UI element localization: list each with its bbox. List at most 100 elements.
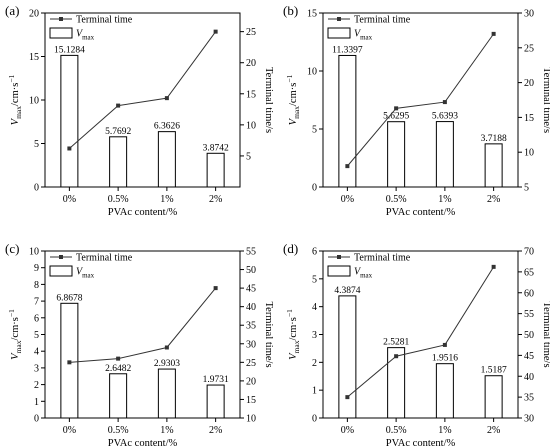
x-tick-label: 0.5% — [108, 425, 129, 436]
terminal-time-point — [116, 356, 121, 361]
left-tick-label: 5 — [312, 125, 317, 136]
right-y-axis-title: Terminal time/s — [541, 67, 550, 133]
bar-value-label: 6.3626 — [154, 122, 180, 132]
bar-vmax — [484, 375, 503, 419]
legend-line-marker — [337, 255, 341, 259]
x-axis-title: PVAc content/% — [386, 438, 456, 446]
bar-vmax — [109, 136, 128, 188]
right-tick-label: 40 — [246, 302, 256, 313]
legend-bar-swatch — [49, 265, 73, 277]
left-tick-label: 0 — [312, 414, 317, 425]
right-tick-label: 20 — [524, 78, 534, 89]
legend-bar-label: Vmax — [354, 267, 373, 280]
right-tick-label: 50 — [246, 265, 256, 276]
right-y-axis-title: Terminal time/s — [541, 301, 550, 367]
x-tick-label: 0% — [63, 425, 76, 436]
x-tick-label: 1% — [160, 425, 173, 436]
terminal-time-point — [164, 96, 169, 101]
left-tick-label: 10 — [29, 96, 39, 107]
bar-value-label: 5.6393 — [432, 112, 458, 122]
legend-bar-label: Vmax — [76, 267, 95, 280]
left-tick-label: 6 — [34, 313, 39, 324]
bar-value-label: 2.6482 — [105, 364, 131, 374]
terminal-time-point — [345, 164, 350, 169]
right-tick-label: 10 — [246, 120, 256, 131]
terminal-time-point — [164, 345, 169, 350]
left-y-axis-title: Vmax/cm·s−1 — [7, 309, 23, 360]
right-tick-label: 55 — [524, 309, 534, 320]
left-tick-label: 20 — [29, 9, 39, 20]
terminal-time-line — [69, 287, 217, 363]
x-axis-title: PVAc content/% — [108, 207, 178, 218]
left-tick-label: 6 — [312, 247, 317, 258]
bar-vmax — [109, 373, 128, 419]
terminal-time-point — [213, 286, 218, 291]
bar-value-label: 2.5281 — [383, 338, 409, 348]
bar-vmax — [157, 368, 176, 419]
bar-vmax — [484, 143, 503, 188]
right-tick-label: 10 — [524, 148, 534, 159]
right-tick-label: 70 — [524, 247, 534, 258]
right-tick-label: 20 — [246, 376, 256, 387]
x-tick-label: 0% — [341, 194, 354, 205]
terminal-time-point — [491, 31, 496, 36]
legend-bar-label: Vmax — [354, 29, 373, 42]
bar-vmax — [338, 295, 357, 419]
panel-label: (d) — [283, 241, 298, 256]
bar-vmax — [387, 347, 406, 419]
chart-panel-2: 0 5 10 15 5 10 15 20 25 30 0% 0.5% 1% 2% 11.3397 5.6295… — [283, 3, 550, 218]
right-tick-label: 15 — [524, 113, 534, 124]
terminal-time-line — [69, 31, 217, 149]
terminal-time-line — [346, 33, 495, 167]
bar-value-label: 2.9303 — [154, 359, 180, 369]
left-tick-label: 5 — [34, 139, 39, 150]
bar-value-label: 3.7188 — [481, 134, 507, 144]
x-tick-label: 0% — [341, 425, 354, 436]
right-tick-label: 65 — [524, 267, 534, 278]
right-y-axis-title: Terminal time/s — [263, 301, 274, 367]
terminal-time-point — [345, 395, 350, 400]
left-tick-label: 2 — [312, 358, 317, 369]
terminal-time-point — [116, 103, 121, 108]
left-tick-label: 4 — [34, 347, 39, 358]
terminal-time-point — [491, 264, 496, 269]
x-tick-label: 2% — [209, 194, 222, 205]
bar-value-label: 11.3397 — [332, 45, 363, 55]
right-tick-label: 35 — [524, 393, 534, 404]
right-tick-label: 30 — [524, 9, 534, 20]
bar-value-label: 4.3874 — [334, 286, 360, 296]
terminal-time-point — [394, 106, 399, 111]
x-tick-label: 0% — [63, 194, 76, 205]
right-tick-label: 15 — [246, 89, 256, 100]
bar-vmax — [206, 384, 225, 419]
terminal-time-point — [67, 146, 72, 151]
left-tick-label: 7 — [34, 297, 39, 308]
legend-line-label: Terminal time — [354, 15, 411, 26]
panel-label: (c) — [5, 241, 19, 256]
left-tick-label: 0 — [34, 183, 39, 194]
left-tick-label: 0 — [312, 183, 317, 194]
right-tick-label: 15 — [246, 395, 256, 406]
terminal-time-point — [67, 360, 72, 365]
left-tick-label: 9 — [34, 263, 39, 274]
left-y-axis-title: Vmax/cm·s−1 — [285, 309, 301, 360]
right-y-axis-title: Terminal time/s — [263, 67, 274, 133]
terminal-time-point — [213, 29, 218, 34]
legend-line-label: Terminal time — [76, 15, 133, 26]
right-tick-label: 55 — [246, 247, 256, 258]
bar-value-label: 3.8742 — [203, 143, 229, 153]
legend-bar-swatch — [327, 27, 351, 39]
bar-vmax — [157, 131, 176, 188]
right-tick-label: 25 — [246, 27, 256, 38]
panel-label: (a) — [5, 3, 19, 18]
legend-line-marker — [59, 17, 63, 21]
right-tick-label: 45 — [246, 284, 256, 295]
left-tick-label: 1 — [34, 397, 39, 408]
terminal-time-point — [442, 100, 447, 105]
bar-vmax — [60, 54, 79, 188]
right-tick-label: 25 — [524, 43, 534, 54]
x-tick-label: 1% — [160, 194, 173, 205]
